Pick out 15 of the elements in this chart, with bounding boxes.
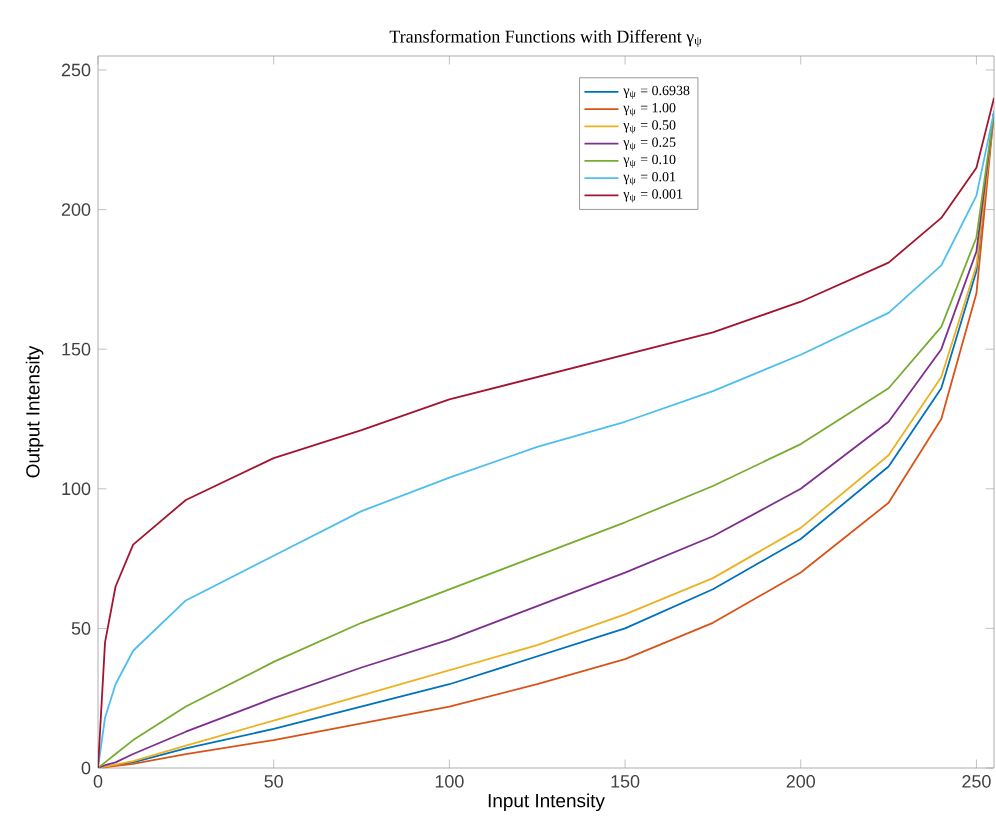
y-tick-label: 0 bbox=[81, 761, 91, 775]
y-tick-label: 250 bbox=[61, 63, 91, 77]
x-tick-label: 50 bbox=[264, 775, 283, 788]
x-tick-label: 100 bbox=[435, 775, 464, 788]
x-axis-title: Input Intensity bbox=[488, 793, 605, 812]
x-tick-label: 250 bbox=[962, 775, 991, 788]
x-tick-label: 0 bbox=[93, 775, 103, 788]
x-tick-label: 150 bbox=[611, 775, 640, 788]
chart-title: Transformation Functions with Different γ$_{ψ}$ bbox=[389, 29, 702, 48]
y-axis-title: Output Intensity bbox=[25, 345, 44, 478]
y-tick-label: 200 bbox=[61, 203, 91, 216]
x-tick-label: 200 bbox=[786, 775, 816, 788]
y-tick-label: 100 bbox=[62, 482, 91, 496]
y-tick-label: 50 bbox=[71, 622, 91, 635]
y-tick-label: 150 bbox=[62, 342, 91, 356]
